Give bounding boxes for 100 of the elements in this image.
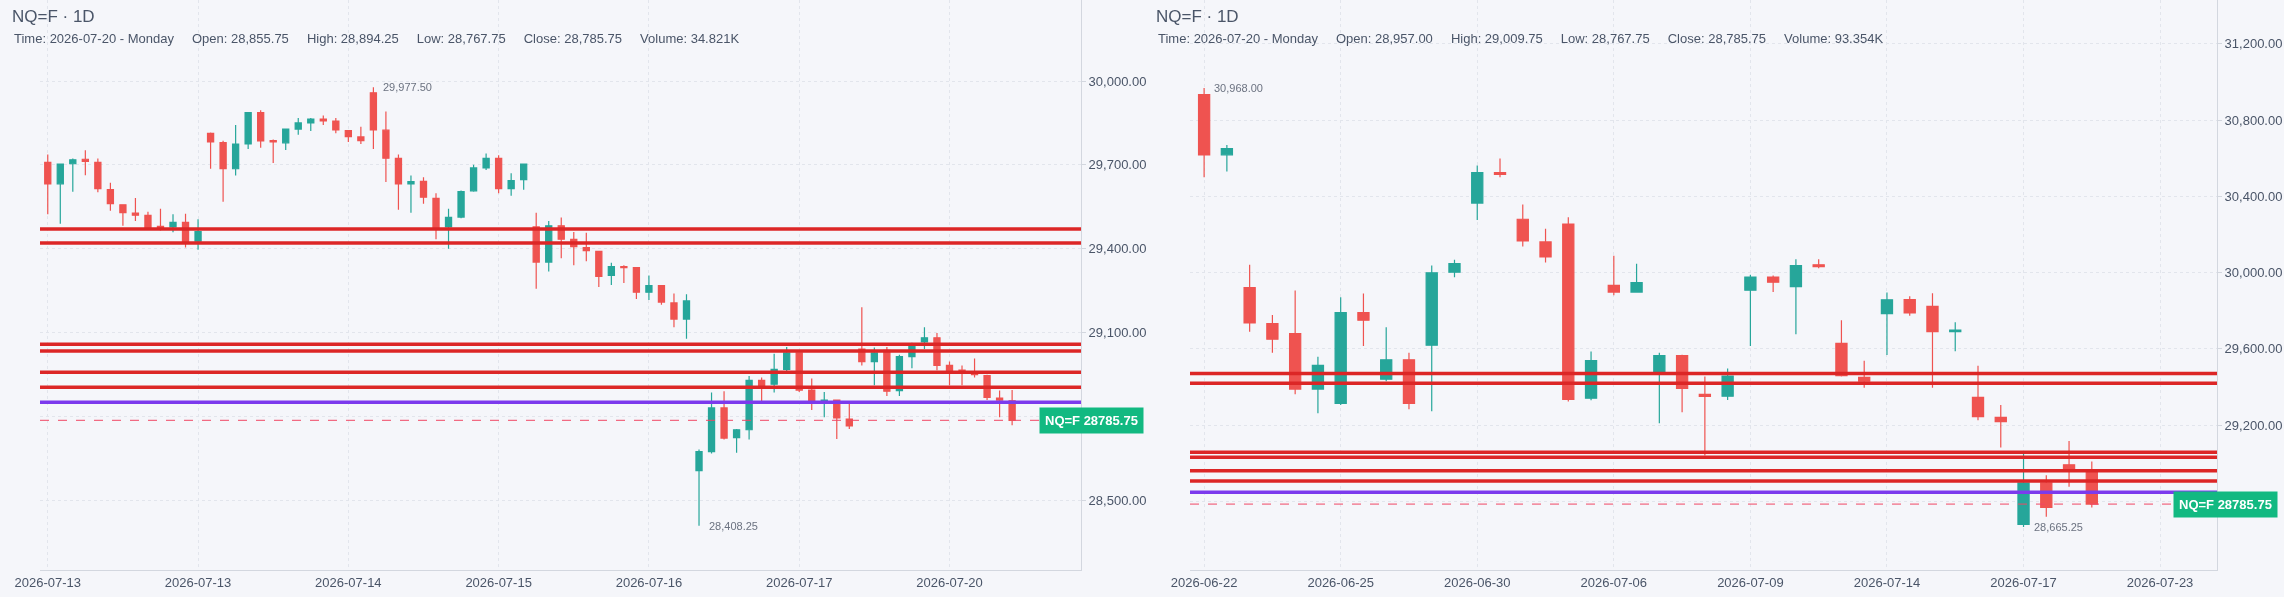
candlestick <box>1471 164 1484 221</box>
chart-title: NQ=F · 1D <box>12 6 95 26</box>
candlestick <box>870 346 879 386</box>
candlestick <box>1357 292 1370 347</box>
x-tick-label: 2026-07-13 <box>164 574 232 590</box>
candlestick <box>494 154 503 194</box>
candlestick <box>469 164 478 193</box>
candlestick <box>1539 228 1552 264</box>
candlestick <box>231 124 240 177</box>
y-tick-label: 30,800.00 <box>2224 112 2283 128</box>
candlestick <box>1220 144 1234 172</box>
candlestick <box>1698 375 1712 457</box>
candlestick <box>707 391 716 455</box>
x-tick-label: 2026-07-14 <box>315 574 382 590</box>
x-tick-label: 2026-07-13 <box>14 574 82 590</box>
y-tick-label: 29,400.00 <box>1088 241 1147 257</box>
candlestick <box>670 292 678 328</box>
candlestick <box>1903 295 1916 317</box>
candlestick <box>56 163 64 225</box>
x-tick-label: 2026-07-20 <box>916 574 983 590</box>
x-tick-label: 2026-07-09 <box>1717 574 1784 590</box>
y-tick-label: 30,000.00 <box>2224 265 2283 281</box>
candlestick <box>1994 404 2007 449</box>
candlestick <box>69 157 77 193</box>
candlestick <box>920 326 929 350</box>
candlestick <box>307 117 315 132</box>
candlestick <box>1744 274 1757 347</box>
y-tick-label: 29,700.00 <box>1088 157 1147 173</box>
y-tick-label: 31,200.00 <box>2224 36 2283 52</box>
text: Time: 2026-07-20 - Monday Open: 28,957.00 High: 29,009.75 Low: 28,767.75 Close: 28,785.75 Volume: 93.354K <box>1158 31 1884 46</box>
candlestick <box>1880 291 1894 356</box>
x-tick-label: 2026-06-22 <box>1170 574 1238 590</box>
candlestick <box>1493 158 1507 178</box>
candlestick <box>657 284 666 306</box>
candlestick <box>695 448 703 527</box>
candlestick <box>607 262 616 286</box>
candlestick <box>1334 296 1347 406</box>
candlestick <box>582 232 590 262</box>
x-tick-label: 2026-07-14 <box>1853 574 1921 590</box>
candlestick <box>1971 365 1985 421</box>
candlestick <box>1243 264 1256 333</box>
candlestick <box>344 129 353 143</box>
candlestick <box>1630 263 1643 293</box>
candlestick <box>808 378 816 411</box>
candlestick <box>1607 255 1620 296</box>
candlestick <box>1653 352 1666 424</box>
candlestick <box>106 182 115 212</box>
y-tick-label: 29,100.00 <box>1088 325 1147 341</box>
candlestick <box>1949 321 1962 352</box>
candlestick <box>682 293 691 340</box>
candlestick <box>820 391 828 418</box>
candlestick <box>995 390 1004 418</box>
x-tick-label: 2026-07-16 <box>615 574 683 590</box>
candlestick <box>144 211 152 230</box>
candlestick <box>432 192 440 240</box>
candlestick <box>1266 314 1279 354</box>
candlestick <box>757 376 766 402</box>
annotation: 28,665.25 <box>2034 521 2083 533</box>
candlestick <box>407 174 415 214</box>
y-tick-label: 29,200.00 <box>2224 417 2283 433</box>
candlestick <box>94 157 102 193</box>
candlestick <box>382 110 390 183</box>
candlestick <box>269 138 277 164</box>
y-tick-label: 30,400.00 <box>2224 188 2283 204</box>
candlestick <box>482 152 490 171</box>
x-tick-label: 2026-07-23 <box>2126 574 2194 590</box>
candlestick <box>2062 440 2076 488</box>
candlestick <box>1812 258 1825 269</box>
candlestick <box>520 163 528 191</box>
candlestick <box>294 117 302 136</box>
y-tick-label: 29,600.00 <box>2224 341 2283 357</box>
candlestick <box>244 112 252 150</box>
candlestick <box>219 140 227 203</box>
candlestick <box>119 204 127 227</box>
candlestick <box>845 403 853 430</box>
x-tick-label: 2026-06-25 <box>1307 574 1374 590</box>
candlestick <box>620 264 628 284</box>
candlestick <box>394 153 403 211</box>
candlestick <box>1789 258 1803 335</box>
candlestick <box>419 176 428 205</box>
candlestick <box>1926 292 1939 389</box>
candlestick <box>1425 264 1438 412</box>
candlestick <box>332 117 340 134</box>
candlestick <box>457 189 465 219</box>
candlestick <box>282 128 290 151</box>
candlestick <box>1562 216 1575 403</box>
y-tick-label: 28,500.00 <box>1088 492 1147 508</box>
candlestick <box>81 149 90 176</box>
candlestick <box>720 390 728 441</box>
candlestick <box>444 208 453 250</box>
candlestick <box>732 428 741 454</box>
candlestick <box>595 250 603 288</box>
candlestick <box>1448 259 1461 278</box>
candlestick <box>507 172 515 197</box>
x-tick-label: 2026-07-15 <box>465 574 532 590</box>
candlestick <box>1766 274 1780 293</box>
candlestick <box>357 126 365 145</box>
x-tick-label: 2026-07-17 <box>765 574 833 590</box>
candlestick <box>44 153 52 215</box>
candlestick <box>206 131 215 170</box>
